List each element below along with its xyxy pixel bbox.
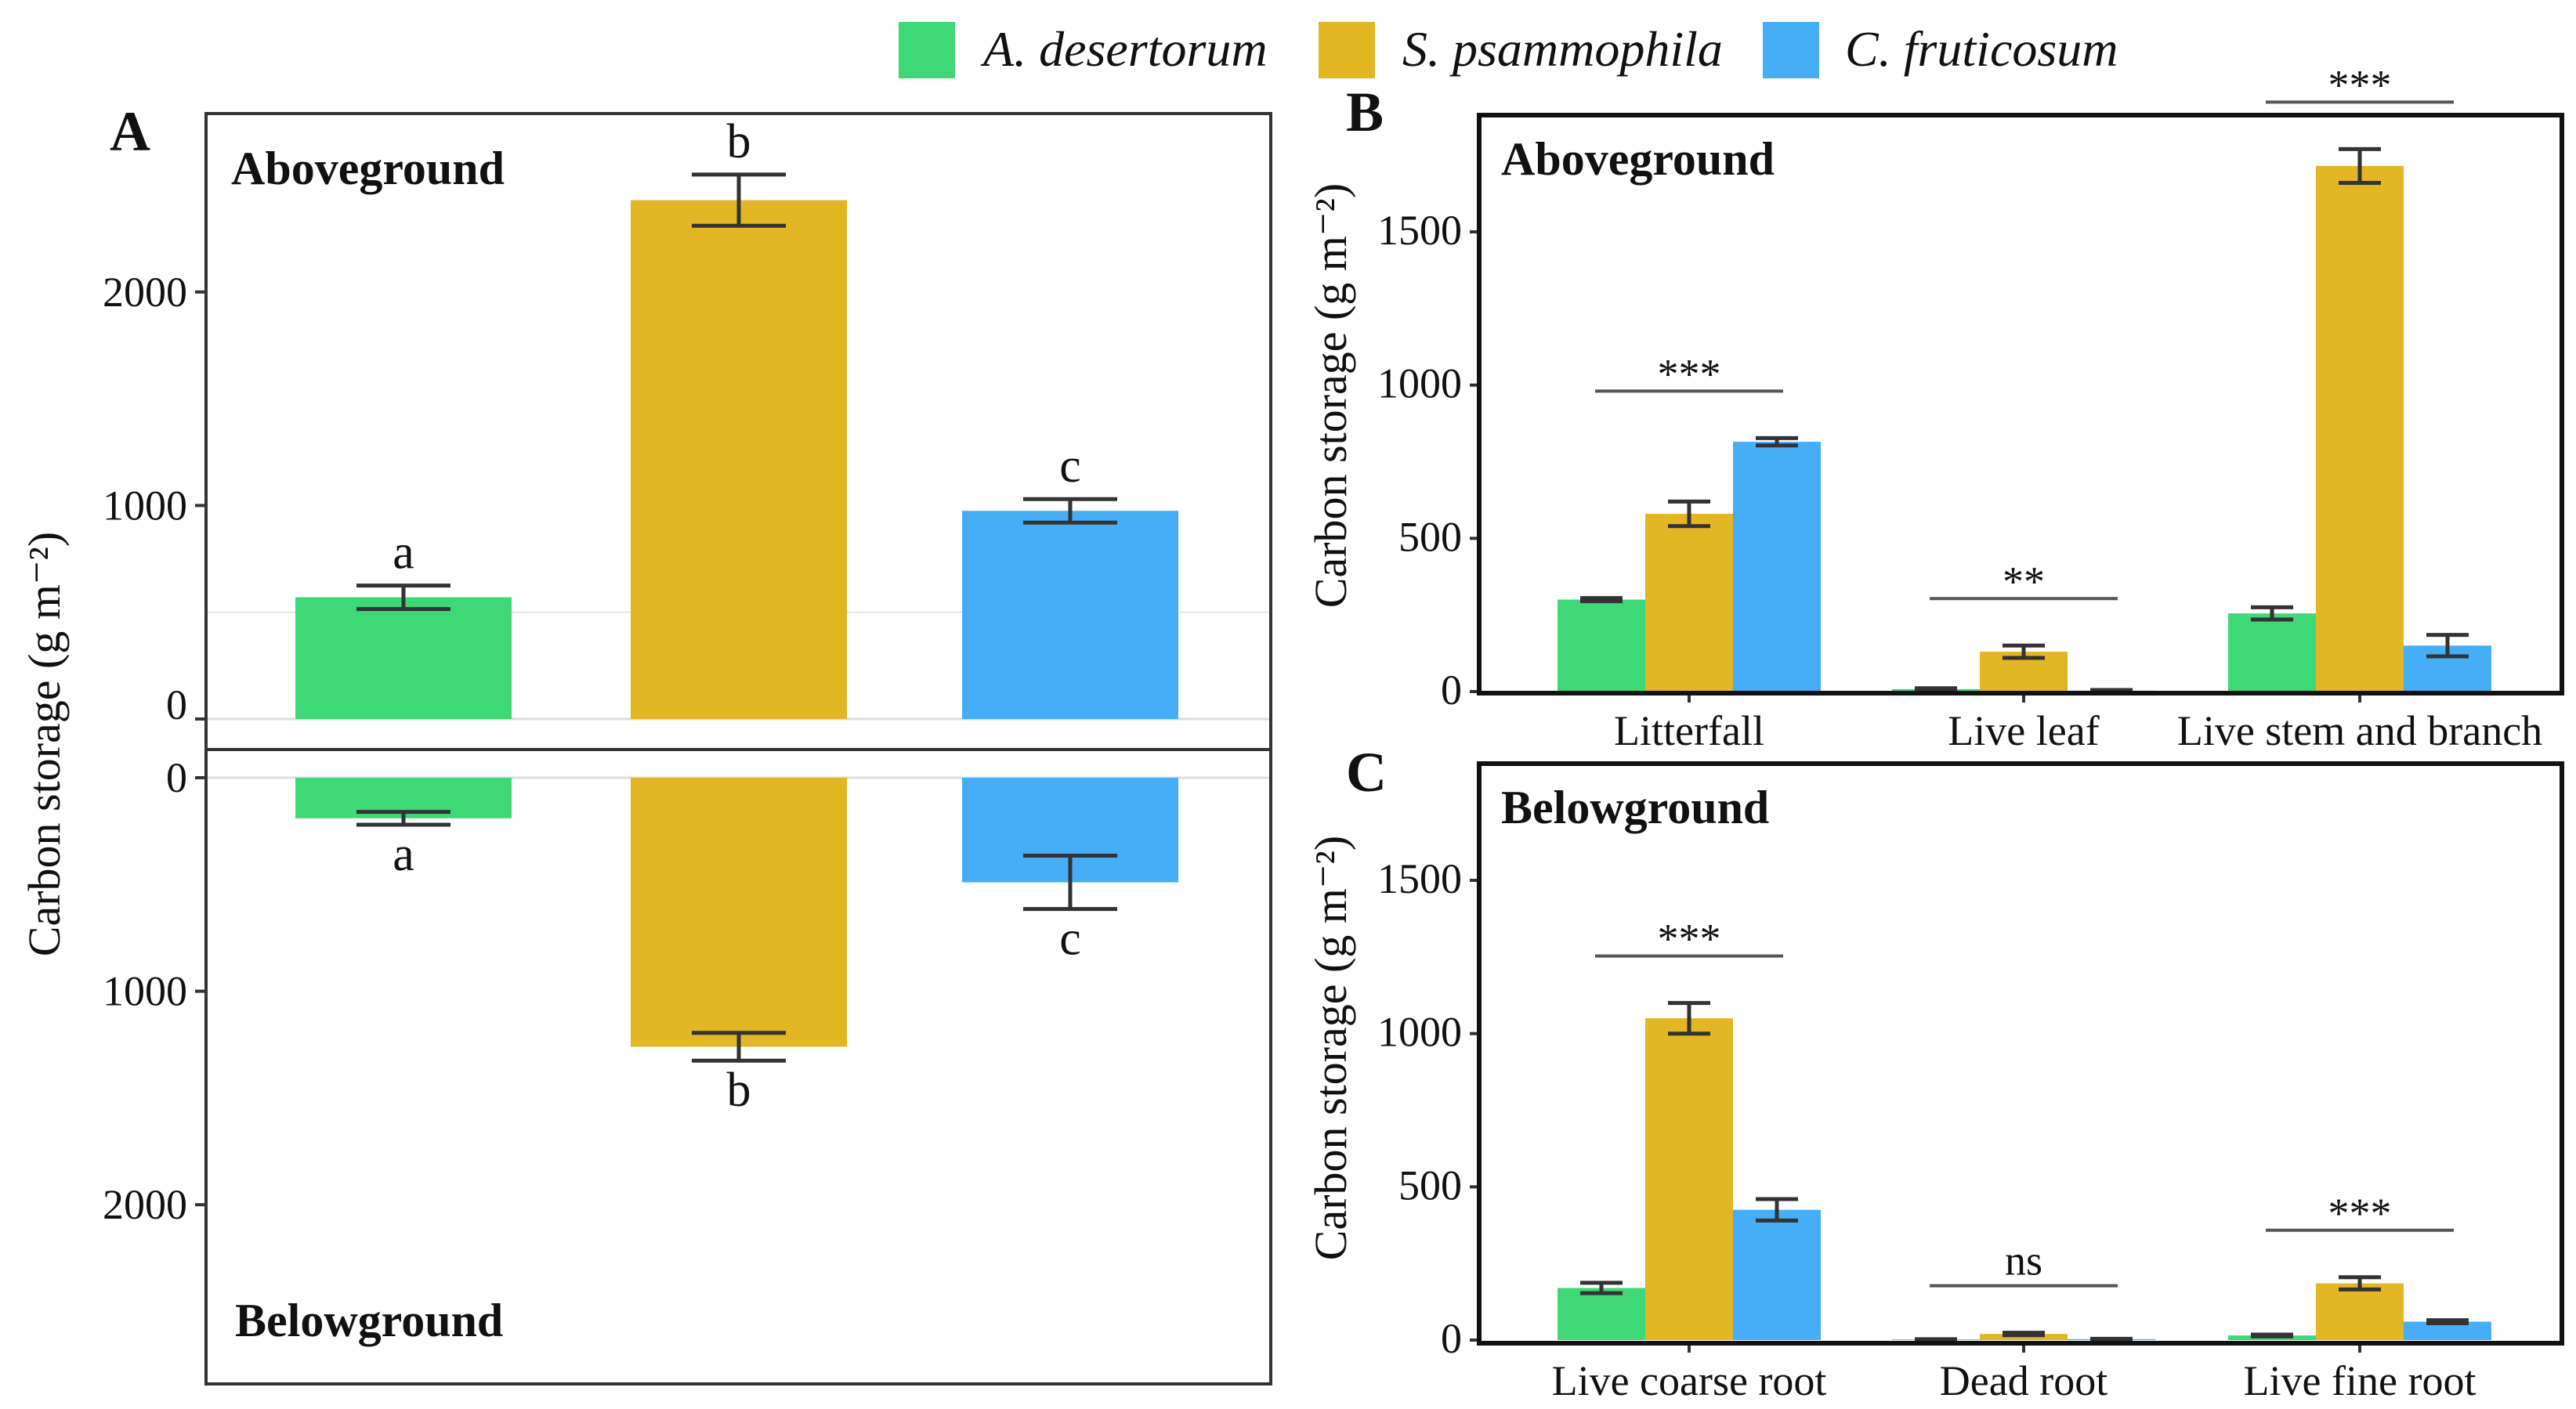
panel-c-bar-live-coarse-root-a-desertorum — [1558, 1288, 1645, 1340]
panel-a-letter: A — [110, 100, 150, 163]
panel-a-bottom-title: Belowground — [235, 1295, 503, 1346]
panel-a-bottom-frame — [204, 748, 1272, 1386]
panel-c-significance-dead-root: ns — [2005, 1237, 2042, 1284]
panel-b-bar-live-stem-and-branch-s-psammophila — [2316, 165, 2404, 692]
panel-c-letter: C — [1346, 741, 1387, 804]
panel-c-ytick-label: 1500 — [1377, 855, 1462, 902]
panel-c-ytick-label: 500 — [1398, 1162, 1462, 1208]
panel-b-xtick-label-live-stem-and-branch: Live stem and branch — [2177, 707, 2542, 754]
panel-b-bar-litterfall-s-psammophila — [1645, 514, 1733, 692]
panel-b-frame — [1477, 113, 2564, 695]
panel-a-top-letter: a — [393, 526, 414, 580]
panel-c-y-axis-title: Carbon storage (g m⁻²) — [1305, 836, 1356, 1260]
legend-label-a-desertorum: A. desertorum — [980, 21, 1268, 77]
panel-c-xtick-label-dead-root: Dead root — [1940, 1357, 2107, 1404]
panel-c-bar-live-fine-root-c-fruticosum — [2404, 1321, 2491, 1340]
panel-a-bottom-letter: b — [727, 1064, 751, 1117]
panel-a-top-bar-c-fruticosum — [962, 511, 1178, 719]
panel-c-title: Belowground — [1501, 782, 1769, 833]
panel-a-top-ytick-label: 2000 — [103, 269, 187, 316]
panel-c-ytick-label: 1000 — [1377, 1009, 1462, 1056]
legend-swatch-s-psammophila — [1319, 22, 1375, 78]
legend-swatch-c-fruticosum — [1763, 22, 1819, 78]
panel-b-title: Aboveground — [1501, 133, 1775, 185]
panel-a-belowground-plot: 0 1000 2000 a b c Belowground — [103, 748, 1272, 1386]
panel-b-significance-live-stem-and-branch: *** — [2328, 61, 2392, 108]
panel-a-bottom-ytick-label: 1000 — [103, 968, 187, 1015]
panel-b-xtick-label-litterfall: Litterfall — [1614, 707, 1764, 754]
panel-a-top-bar-a-desertorum — [295, 597, 512, 719]
panel-b-xtick-label-live-leaf: Live leaf — [1948, 707, 2099, 754]
panel-b-ytick-label: 0 — [1441, 667, 1462, 714]
panel-c-significance-live-fine-root: *** — [2328, 1190, 2392, 1237]
panel-a-top-ytick-label: 0 — [166, 681, 187, 728]
legend: A. desertorum S. psammophila C. fruticos… — [899, 21, 2118, 78]
panel-a-top-title: Aboveground — [231, 143, 505, 194]
panel-c: C Carbon storage (g m⁻²) 0 500 1000 1500 ***… — [1305, 741, 2564, 1404]
panel-a-top-bar-s-psammophila — [631, 200, 847, 719]
panel-c-bar-live-coarse-root-c-fruticosum — [1733, 1209, 1821, 1340]
panel-b-bar-live-stem-and-branch-a-desertorum — [2228, 613, 2316, 692]
panel-a-bottom-letter: a — [393, 828, 414, 881]
panel-a-aboveground-plot: 0 1000 2000 a b c Aboveground — [103, 112, 1272, 751]
panel-b-ytick-label: 1500 — [1377, 207, 1462, 254]
panel-a-bottom-ytick-label: 0 — [166, 754, 187, 801]
panel-c-xtick-label-live-coarse-root: Live coarse root — [1552, 1357, 1827, 1404]
legend-label-c-fruticosum: C. fruticosum — [1845, 21, 2118, 77]
panel-b-letter: B — [1346, 81, 1384, 143]
panel-a-bottom-letter: c — [1059, 912, 1081, 966]
panel-c-xtick-label-live-fine-root: Live fine root — [2244, 1357, 2477, 1404]
panel-b-significance-live-leaf: ** — [2003, 558, 2045, 605]
panel-b-bar-litterfall-c-fruticosum — [1733, 442, 1821, 692]
panel-b-ytick-label: 500 — [1398, 513, 1462, 560]
panel-a-top-letter: b — [727, 115, 751, 168]
panel-b-ytick-label: 1000 — [1377, 360, 1462, 407]
panel-a-bottom-bar-s-psammophila — [631, 778, 847, 1047]
legend-swatch-a-desertorum — [899, 22, 955, 78]
panel-c-frame — [1477, 761, 2564, 1346]
panel-b-y-axis-title: Carbon storage (g m⁻²) — [1305, 183, 1356, 608]
panel-c-bar-live-coarse-root-s-psammophila — [1645, 1018, 1733, 1340]
panel-a-y-axis-title: Carbon storage (g m⁻²) — [19, 532, 70, 956]
panel-a: A Carbon storage (g m⁻²) 0 1000 2000 a b c Abo… — [19, 100, 1272, 1386]
panel-b-significance-litterfall: *** — [1658, 350, 1721, 397]
panel-c-ytick-label: 0 — [1441, 1315, 1462, 1362]
panel-c-plot: 0 500 1000 1500 *** Live coarse root ns Dead ro… — [1377, 761, 2564, 1404]
panel-a-top-letter: c — [1059, 439, 1081, 493]
panel-c-bar-live-fine-root-s-psammophila — [2316, 1283, 2404, 1340]
panel-b-plot: 0 500 1000 1500 *** Litterfall ** Live leaf *** L… — [1377, 61, 2564, 754]
panel-c-significance-live-coarse-root: *** — [1658, 916, 1721, 963]
panel-b: B Carbon storage (g m⁻²) 050010001500***… — [1305, 61, 2564, 754]
panel-a-bottom-ytick-label: 2000 — [103, 1181, 187, 1228]
panel-a-top-ytick-label: 1000 — [103, 482, 187, 529]
panel-b-bar-litterfall-a-desertorum — [1558, 599, 1645, 692]
legend-label-s-psammophila: S. psammophila — [1402, 21, 1723, 77]
